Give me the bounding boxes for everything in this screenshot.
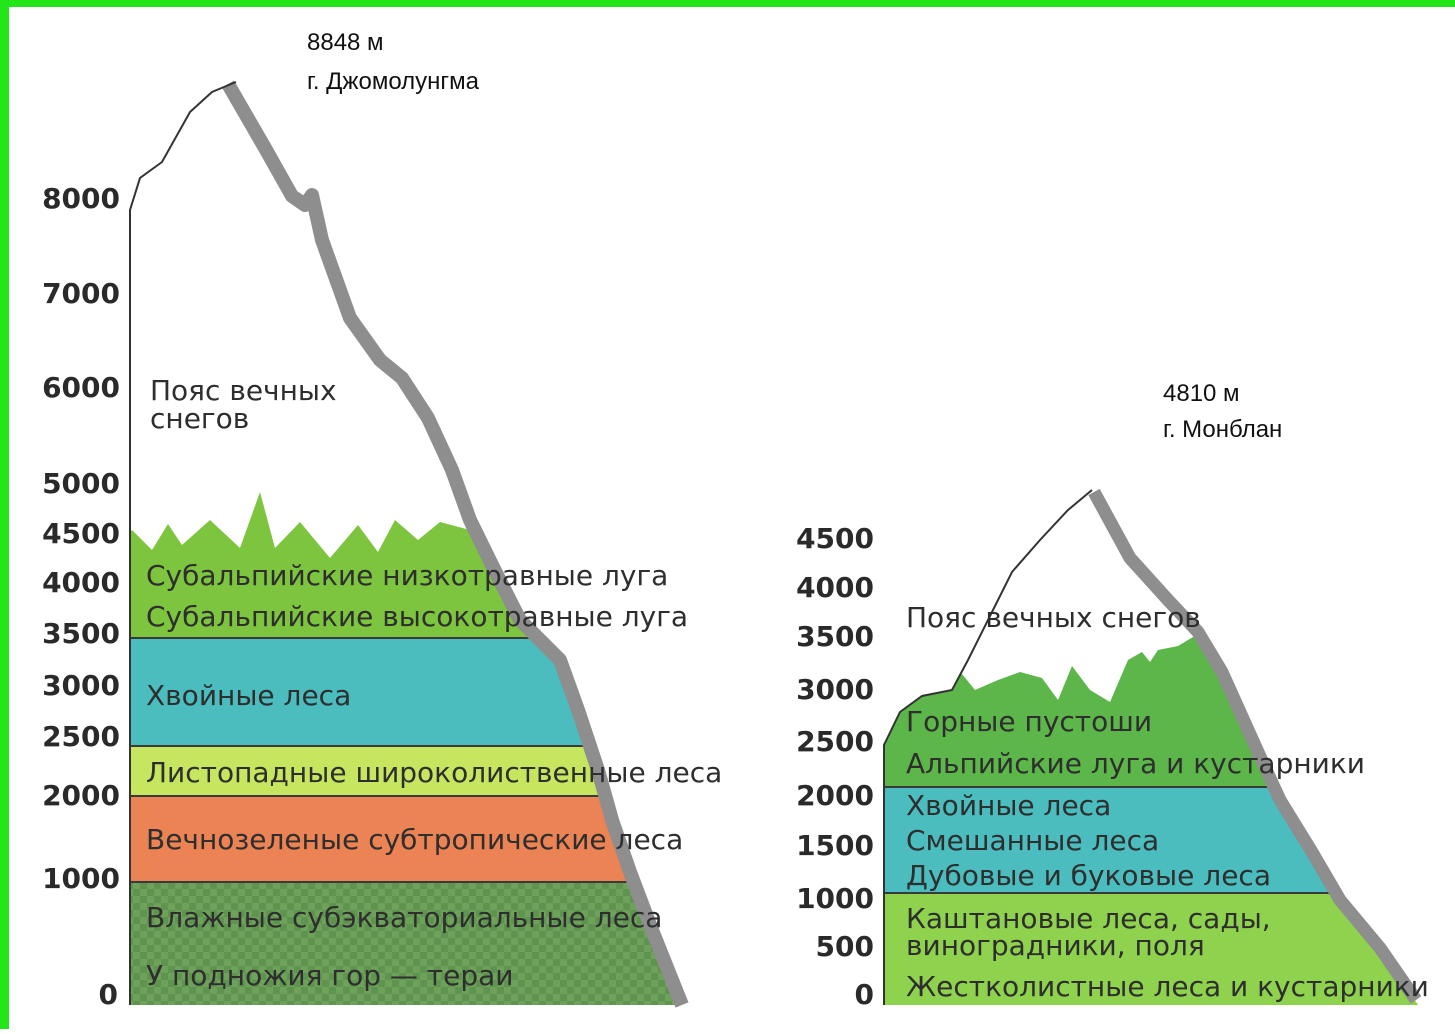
montblanc-rock-edge [1088, 488, 1422, 1004]
everest-tick: 3000 [42, 669, 120, 702]
everest-subequatorial-zone [130, 882, 682, 1005]
everest-subalpine-low-label: Субальпийские низкотравные луга [146, 559, 668, 592]
montblanc-chestnut-label: Каштановые леса, сады, [906, 902, 1271, 935]
montblanc-heath-label: Горные пустоши [906, 705, 1152, 738]
everest-tick: 5000 [42, 467, 120, 500]
everest-conifer-label: Хвойные леса [146, 679, 351, 712]
montblanc-mixed-label: Смешанные леса [906, 824, 1159, 857]
everest-subtropical-label: Вечнозеленые субтропические леса [146, 823, 683, 856]
montblanc-oak-label: Дубовые и буковые леса [906, 859, 1271, 892]
everest-zone-labels: Пояс вечных снегов Субальпийские низкотр… [146, 374, 722, 992]
montblanc-tick: 1000 [796, 882, 874, 915]
montblanc-tick: 4500 [796, 522, 874, 555]
montblanc-peak-name: г. Монблан [1163, 416, 1282, 443]
montblanc-tick: 500 [816, 930, 874, 963]
montblanc-sclerophyll-label: Жестколистные леса и кустарники [906, 970, 1429, 1003]
everest-tick: 8000 [42, 182, 120, 215]
everest-tick: 4500 [42, 517, 120, 550]
everest-tick: 3500 [42, 617, 120, 650]
montblanc-outline [883, 489, 1093, 1005]
montblanc-snow-label: Пояс вечных снегов [906, 601, 1201, 634]
everest-peak-height: 8848 м [307, 29, 384, 56]
everest-outline [129, 81, 237, 1005]
everest-subalpine-high-label: Субальпийские высокотравные луга [146, 600, 688, 633]
montblanc-zone-labels: Пояс вечных снегов Горные пустоши Альпий… [906, 601, 1429, 1003]
montblanc-tick: 4000 [796, 571, 874, 604]
everest-tick: 2000 [42, 779, 120, 812]
everest-subequatorial-label: Влажные субэкваториальные леса [146, 901, 662, 934]
everest-rock-edge [221, 80, 689, 1008]
everest-tick: 6000 [42, 371, 120, 404]
montblanc-chestnut-label-line2: виноградники, поля [906, 929, 1205, 962]
everest-tick: 1000 [42, 862, 120, 895]
montblanc-tick: 2500 [796, 725, 874, 758]
everest-tick: 2500 [42, 720, 120, 753]
everest-peak-name: г. Джомолунгма [307, 68, 480, 95]
montblanc-conifer-label: Хвойные леса [906, 789, 1111, 822]
montblanc-peak-height: 4810 м [1163, 380, 1240, 407]
montblanc-tick: 2000 [796, 779, 874, 812]
montblanc-tick: 3500 [796, 620, 874, 653]
everest-tick: 7000 [42, 277, 120, 310]
montblanc-tick: 0 [855, 978, 874, 1011]
everest-deciduous-label: Листопадные широколиственные леса [146, 756, 722, 789]
montblanc-alpine-label: Альпийские луга и кустарники [906, 747, 1365, 780]
everest-snow-label-line2: снегов [150, 402, 249, 435]
montblanc-axis: 4500 4000 3500 3000 2500 2000 1500 1000 … [796, 522, 874, 1011]
montblanc-tick: 1500 [796, 829, 874, 862]
everest-tick: 0 [99, 978, 118, 1011]
montblanc-chestnut-zone [884, 893, 1418, 1005]
everest-axis: 8000 7000 6000 5000 4500 4000 3500 3000 … [42, 182, 120, 1011]
everest-snow-label: Пояс вечных [150, 374, 337, 407]
everest-subtropical-zone [130, 796, 682, 882]
montblanc-tick: 3000 [796, 673, 874, 706]
everest-terai-label: У подножия гор — тераи [146, 959, 513, 992]
everest-tick: 4000 [42, 566, 120, 599]
everest-mountain [129, 80, 689, 1008]
